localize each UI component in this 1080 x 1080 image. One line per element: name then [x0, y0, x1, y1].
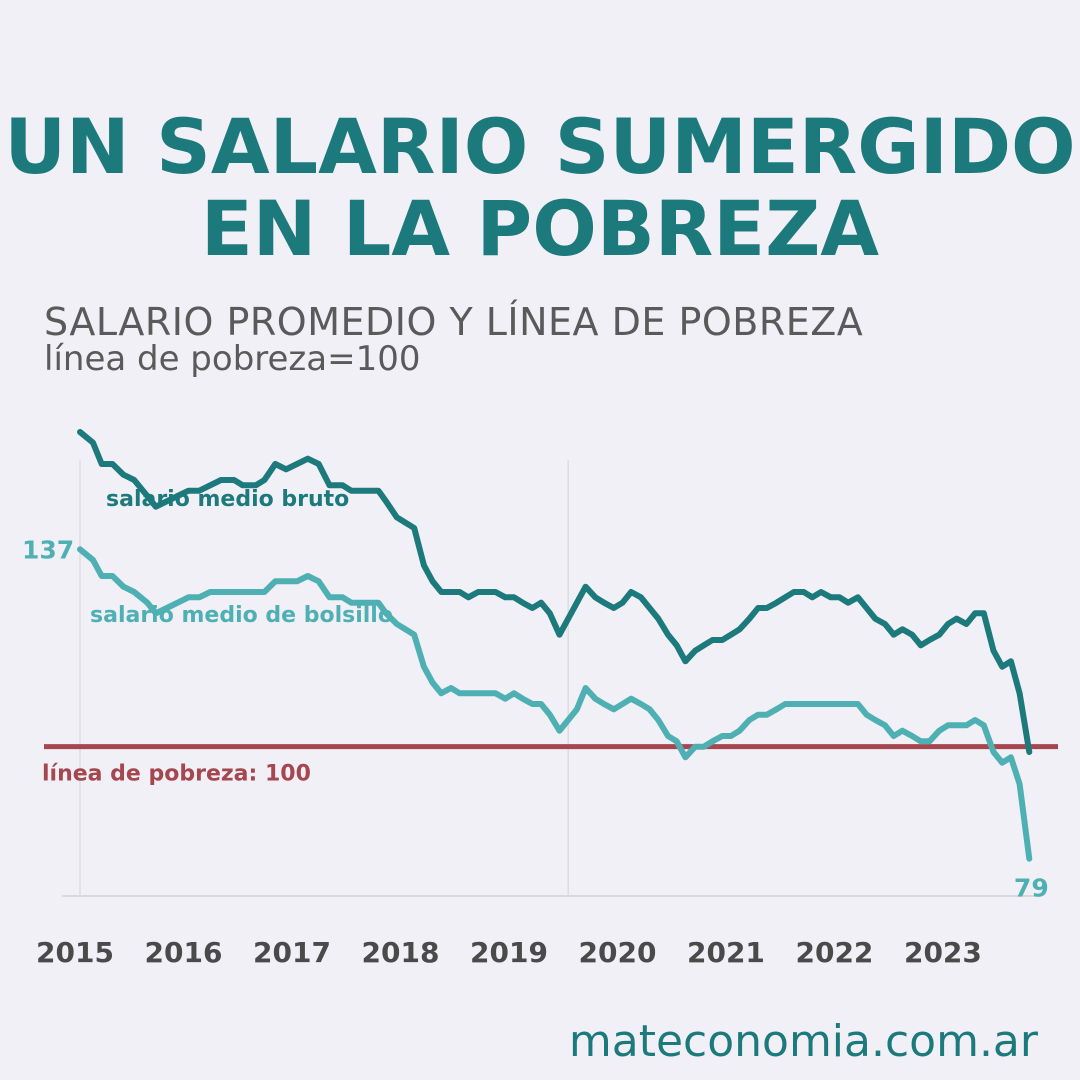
series-line-bolsillo	[77, 546, 1033, 862]
title-line-2: EN LA POBREZA	[200, 184, 880, 273]
label-salario-bruto: salario medio bruto	[106, 487, 349, 512]
labels-group: salario medio bruto salario medio de bols…	[22, 487, 1049, 903]
grid	[62, 460, 1040, 897]
x-tick-2016: 2016	[145, 936, 223, 969]
x-tick-2023: 2023	[904, 936, 982, 969]
x-tick-2017: 2017	[253, 936, 331, 969]
label-start-value-137: 137	[22, 535, 74, 564]
x-tick-2022: 2022	[795, 936, 873, 969]
chart-subtitle: SALARIO PROMEDIO Y LÍNEA DE POBREZA	[44, 300, 864, 344]
x-axis-ticks: 2015 2016 2017 2018 2019 2020 2021 2022 2023	[36, 936, 982, 969]
series-line-bruto	[77, 429, 1033, 755]
source-footer: mateconomia.com.ar	[568, 1016, 1038, 1067]
label-poverty-line: línea de pobreza: 100	[42, 762, 311, 787]
series-group	[77, 429, 1033, 862]
label-end-value-79: 79	[1014, 874, 1049, 903]
chart-subtitle-note: línea de pobreza=100	[44, 339, 421, 379]
x-tick-2018: 2018	[362, 936, 440, 969]
page-title: UN SALARIO SUMERGIDO EN LA POBREZA	[0, 106, 1080, 270]
x-tick-2019: 2019	[470, 936, 548, 969]
x-tick-2021: 2021	[687, 936, 765, 969]
title-line-1: UN SALARIO SUMERGIDO	[4, 102, 1076, 191]
x-tick-2015: 2015	[36, 936, 114, 969]
label-salario-bolsillo: salario medio de bolsillo	[90, 603, 393, 628]
x-tick-2020: 2020	[579, 936, 657, 969]
